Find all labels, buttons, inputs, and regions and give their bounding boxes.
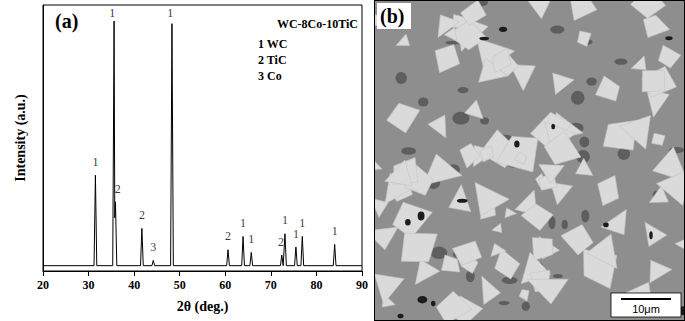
svg-text:20: 20 xyxy=(37,278,49,292)
svg-text:10μm: 10μm xyxy=(632,303,660,315)
svg-text:1: 1 xyxy=(299,216,305,230)
svg-text:1: 1 xyxy=(282,213,288,227)
svg-text:2: 2 xyxy=(115,182,121,196)
svg-text:2: 2 xyxy=(139,208,145,222)
svg-text:1: 1 xyxy=(240,216,246,230)
svg-text:WC-8Co-10TiC: WC-8Co-10TiC xyxy=(277,17,358,31)
svg-text:1: 1 xyxy=(109,6,115,20)
svg-text:2: 2 xyxy=(278,235,284,249)
svg-text:3 Co: 3 Co xyxy=(258,69,282,83)
svg-text:50: 50 xyxy=(174,278,186,292)
svg-text:3: 3 xyxy=(150,240,156,254)
svg-text:2: 2 xyxy=(225,229,231,243)
svg-text:2 TiC: 2 TiC xyxy=(258,53,287,67)
svg-text:1: 1 xyxy=(248,232,254,246)
svg-text:1: 1 xyxy=(293,227,299,241)
svg-text:2θ (deg.): 2θ (deg.) xyxy=(177,299,229,315)
svg-text:(b): (b) xyxy=(380,5,404,28)
svg-text:1 WC: 1 WC xyxy=(258,37,287,51)
svg-text:1: 1 xyxy=(92,155,98,169)
svg-text:Intensity (a.u.): Intensity (a.u.) xyxy=(13,94,29,182)
svg-text:30: 30 xyxy=(83,278,95,292)
svg-text:40: 40 xyxy=(128,278,140,292)
svg-text:(a): (a) xyxy=(55,10,78,33)
svg-text:1: 1 xyxy=(167,6,173,20)
svg-text:70: 70 xyxy=(265,278,277,292)
svg-text:1: 1 xyxy=(332,224,338,238)
svg-text:90: 90 xyxy=(356,278,368,292)
svg-text:80: 80 xyxy=(310,278,322,292)
svg-text:60: 60 xyxy=(219,278,231,292)
